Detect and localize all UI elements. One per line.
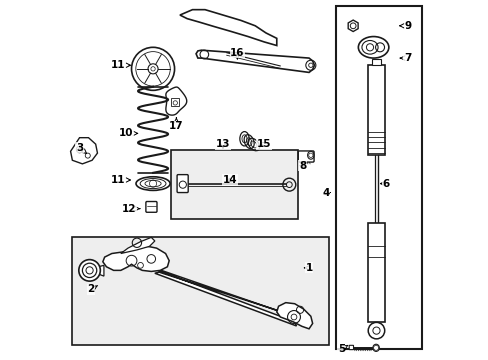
Polygon shape (70, 138, 97, 164)
Text: 9: 9 (399, 21, 410, 31)
Text: 12: 12 (122, 204, 140, 214)
Polygon shape (94, 265, 104, 276)
Polygon shape (165, 87, 186, 115)
Circle shape (79, 260, 100, 281)
Polygon shape (276, 303, 312, 329)
Bar (371, 59, 380, 65)
Text: 11: 11 (111, 175, 130, 185)
Bar (335, 6, 421, 348)
Polygon shape (121, 237, 155, 253)
Bar (171, 149, 298, 220)
Bar (367, 223, 384, 321)
Polygon shape (151, 267, 301, 326)
Text: 8: 8 (298, 161, 305, 171)
Bar (72, 237, 328, 345)
Bar (367, 65, 385, 155)
Text: 3: 3 (76, 143, 86, 153)
Text: 6: 6 (380, 179, 389, 189)
Text: 16: 16 (230, 48, 244, 59)
Bar (171, 98, 179, 107)
FancyBboxPatch shape (348, 345, 353, 350)
Polygon shape (196, 50, 314, 72)
Ellipse shape (372, 344, 379, 351)
Text: 7: 7 (400, 53, 410, 63)
Text: 10: 10 (119, 129, 137, 138)
Text: 13: 13 (215, 139, 230, 149)
Text: 1: 1 (304, 263, 312, 273)
Text: 4: 4 (322, 188, 330, 198)
Text: 14: 14 (223, 175, 237, 185)
FancyBboxPatch shape (145, 202, 157, 212)
Text: 2: 2 (87, 284, 98, 294)
Polygon shape (102, 246, 169, 271)
Text: 15: 15 (257, 139, 271, 149)
Text: 5: 5 (337, 344, 347, 354)
Polygon shape (180, 10, 276, 45)
FancyBboxPatch shape (177, 175, 188, 193)
Text: 11: 11 (111, 60, 130, 70)
FancyBboxPatch shape (298, 151, 313, 162)
Text: 17: 17 (169, 118, 183, 131)
